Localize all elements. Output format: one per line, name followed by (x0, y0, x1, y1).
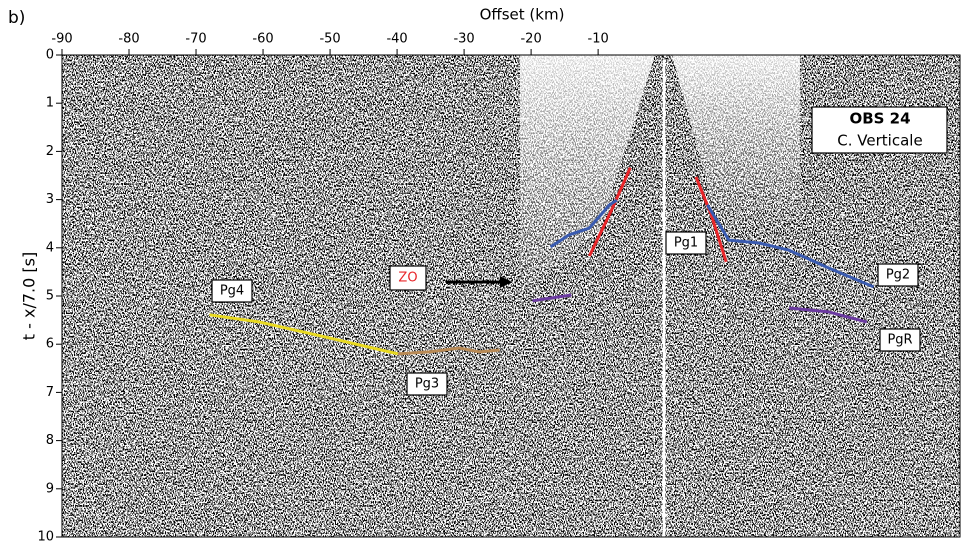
x-tick-label: -70 (185, 32, 206, 47)
phase-box (877, 263, 919, 287)
y-tick-label: 0 (46, 48, 54, 63)
phase-box (406, 372, 448, 396)
phase-pick (397, 346, 500, 356)
phase-box (211, 279, 253, 303)
phase-label: Pg4 (220, 284, 244, 299)
y-axis-title: t - x/7.0 [s] (20, 252, 39, 340)
phase-box (879, 328, 921, 352)
y-tick-label: 8 (46, 433, 54, 448)
x-tick-label: -80 (118, 32, 139, 47)
phase-label: Pg1 (674, 236, 698, 251)
station-box (811, 106, 948, 154)
y-tick-label: 7 (46, 385, 54, 400)
y-tick-label: 2 (46, 144, 54, 159)
phase-label: Pg2 (886, 268, 910, 283)
quiet-zone (672, 55, 800, 230)
y-tick-label: 3 (46, 192, 54, 207)
y-tick-label: 4 (46, 240, 54, 255)
x-tick-label: -90 (51, 32, 72, 47)
phase-label: Pg3 (415, 377, 439, 392)
annotation: ZO (398, 271, 417, 286)
phase-label: PgR (887, 333, 912, 348)
annotation-box (389, 265, 427, 291)
y-tick-label: 1 (46, 96, 54, 111)
y-tick-label: 5 (46, 289, 54, 304)
marks (209, 167, 875, 356)
y-tick-label: 9 (46, 481, 54, 496)
y-tick-label: 10 (37, 530, 54, 542)
phase-pick (209, 313, 399, 356)
x-tick-label: -20 (520, 32, 541, 47)
panel-label: b) (8, 8, 25, 28)
y-tick-label: 6 (46, 337, 54, 352)
x-tick-label: -50 (319, 32, 340, 47)
station-label: OBS 24 (849, 110, 910, 128)
x-tick-label: -60 (252, 32, 273, 47)
x-axis-title: Offset (km) (480, 6, 565, 24)
phase-labels: Pg1 Pg2 PgR Pg3 Pg4 (211, 231, 921, 396)
phase-pick (549, 198, 875, 289)
phase-pick (532, 293, 868, 324)
component-label: C. Verticale (837, 132, 922, 150)
arrow-head (500, 276, 512, 288)
phase-pick (588, 167, 728, 263)
x-tick-label: -30 (453, 32, 474, 47)
quiet-zone (520, 55, 655, 300)
x-tick-label: -10 (588, 32, 609, 47)
x-tick-label: -40 (386, 32, 407, 47)
phase-box (665, 231, 707, 255)
